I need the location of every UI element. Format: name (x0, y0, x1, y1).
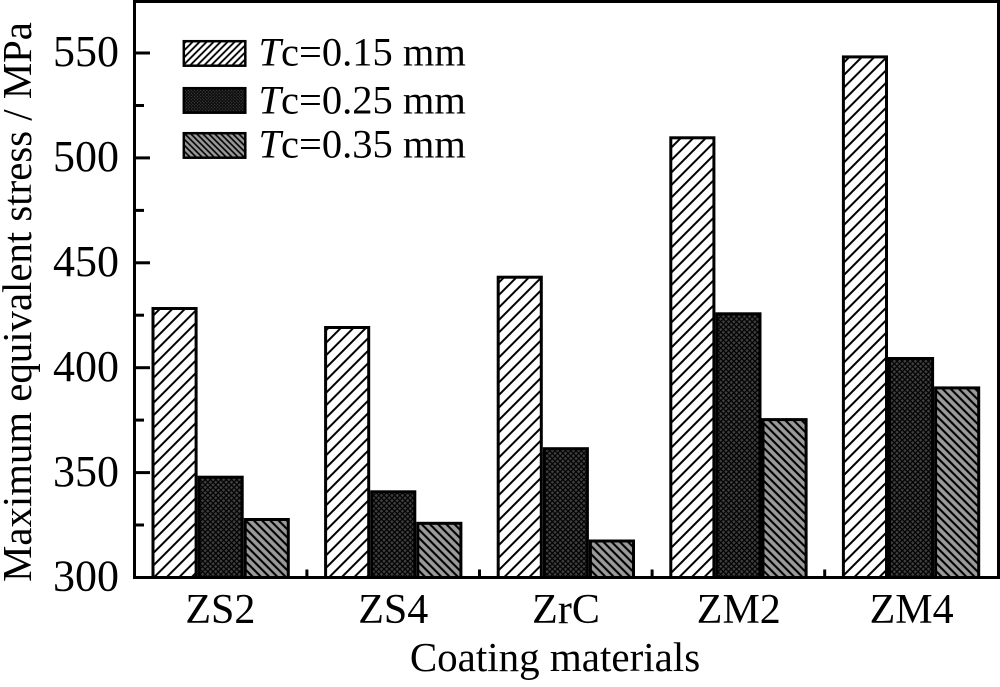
svg-text:ZM4: ZM4 (870, 587, 954, 633)
svg-text:Tc=0.35 mm: Tc=0.35 mm (259, 122, 466, 167)
svg-text:550: 550 (53, 27, 119, 76)
svg-text:300: 300 (53, 552, 119, 601)
svg-text:450: 450 (53, 237, 119, 286)
svg-text:350: 350 (53, 447, 119, 496)
svg-text:ZrC: ZrC (532, 587, 600, 633)
svg-text:400: 400 (53, 342, 119, 391)
svg-text:500: 500 (53, 132, 119, 181)
svg-text:Coating materials: Coating materials (410, 634, 700, 680)
svg-text:ZS4: ZS4 (358, 587, 428, 633)
svg-text:Tc=0.15 mm: Tc=0.15 mm (259, 30, 466, 75)
svg-text:ZS2: ZS2 (185, 587, 255, 633)
svg-text:Tc=0.25 mm: Tc=0.25 mm (259, 77, 466, 122)
svg-text:Maximum equivalent stress / MP: Maximum equivalent stress / MPa (0, 22, 40, 582)
svg-text:ZM2: ZM2 (697, 587, 781, 633)
